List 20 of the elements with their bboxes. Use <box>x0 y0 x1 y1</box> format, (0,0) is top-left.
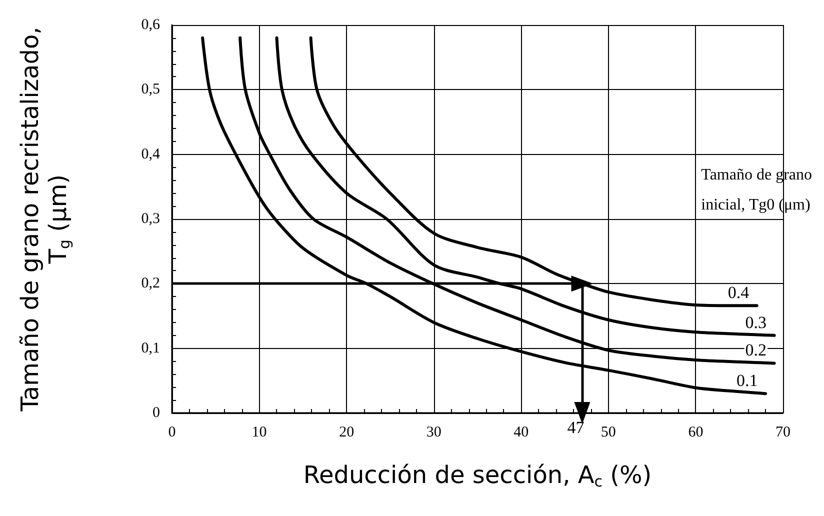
series-label: 0.1 <box>736 371 758 390</box>
x-tick-label: 50 <box>600 424 616 440</box>
x-tick-label: 70 <box>776 424 790 440</box>
y-tick-label: 0,4 <box>141 146 160 162</box>
y-tick-label: 0 <box>152 405 160 421</box>
series-label: 0.3 <box>745 312 767 332</box>
x-tick-label: 0 <box>168 424 176 440</box>
y-tick-label: 0,6 <box>141 17 160 33</box>
x-tick-label: 20 <box>339 424 354 440</box>
x-tick-label: 30 <box>426 424 442 440</box>
x-tick-label: 10 <box>252 424 267 440</box>
annotation: 47 <box>567 418 585 437</box>
series-label: 0.2 <box>745 340 767 360</box>
y-tick-label: 0,5 <box>141 82 160 98</box>
y-tick-label: 0,2 <box>141 276 160 292</box>
x-tick-label: 60 <box>688 424 704 440</box>
y-tick-label: 0,1 <box>141 340 160 356</box>
y-tick-label: 0,3 <box>141 211 160 227</box>
x-tick-label: 40 <box>514 424 529 440</box>
series-label: 0.4 <box>728 283 750 302</box>
